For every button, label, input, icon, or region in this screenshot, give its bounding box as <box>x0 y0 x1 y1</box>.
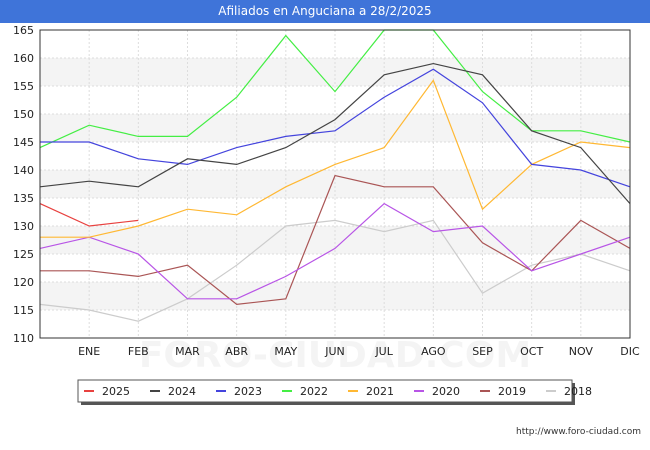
y-tick-label: 110 <box>13 332 34 345</box>
y-tick-label: 130 <box>13 220 34 233</box>
y-tick-label: 150 <box>13 108 34 121</box>
x-tick-label: MAR <box>175 345 200 358</box>
axes: 110 115 120 125 130 135 140 145 150 155 160 165 ENE F… <box>13 24 640 358</box>
x-tick-label: OCT <box>520 345 543 358</box>
y-tick-label: 125 <box>13 248 34 261</box>
legend-label-2019: 2019 <box>498 385 526 398</box>
legend-label-2022: 2022 <box>300 385 328 398</box>
x-tick-label: JUL <box>374 345 393 358</box>
legend-label-2018: 2018 <box>564 385 592 398</box>
legend-label-2025: 2025 <box>102 385 130 398</box>
y-tick-label: 140 <box>13 164 34 177</box>
y-tick-label: 115 <box>13 304 34 317</box>
x-tick-label: SEP <box>472 345 493 358</box>
y-tick-label: 160 <box>13 52 34 65</box>
legend-label-2024: 2024 <box>168 385 196 398</box>
series-line-2024 <box>39 62 631 204</box>
series-line-2023 <box>40 68 631 188</box>
legend-box <box>77 379 573 403</box>
grid-lines <box>40 29 630 339</box>
series-line-2018 <box>39 219 631 322</box>
series-lines <box>39 29 631 322</box>
series-line-2025 <box>39 203 139 227</box>
y-tick-label: 135 <box>13 192 34 205</box>
x-tick-label: JUN <box>324 345 345 358</box>
y-tick-label: 145 <box>13 136 34 149</box>
legend-label-2021: 2021 <box>366 385 394 398</box>
x-tick-label: DIC <box>620 345 640 358</box>
x-tick-label: ABR <box>225 345 248 358</box>
y-tick-label: 155 <box>13 80 34 93</box>
x-tick-label: AGO <box>421 345 446 358</box>
x-tick-label: ENE <box>78 345 100 358</box>
footer-url[interactable]: http://www.foro-ciudad.com <box>516 427 641 437</box>
y-tick-label: 120 <box>13 276 34 289</box>
plot-border <box>39 29 631 339</box>
y-tick-label: 165 <box>13 24 34 37</box>
x-tick-label: MAY <box>274 345 297 358</box>
series-line-2020 <box>39 202 631 300</box>
watermark: FORO-CIUDAD.COM <box>139 335 531 376</box>
x-tick-label: NOV <box>569 345 594 358</box>
chart-title: Afiliados en Anguciana a 28/2/2025 <box>0 0 650 23</box>
legend-label-2020: 2020 <box>432 385 460 398</box>
legend-label-2023: 2023 <box>234 385 262 398</box>
legend: 2025 2024 2023 2022 2021 2020 2019 2018 <box>77 379 592 405</box>
x-tick-label: FEB <box>128 345 149 358</box>
